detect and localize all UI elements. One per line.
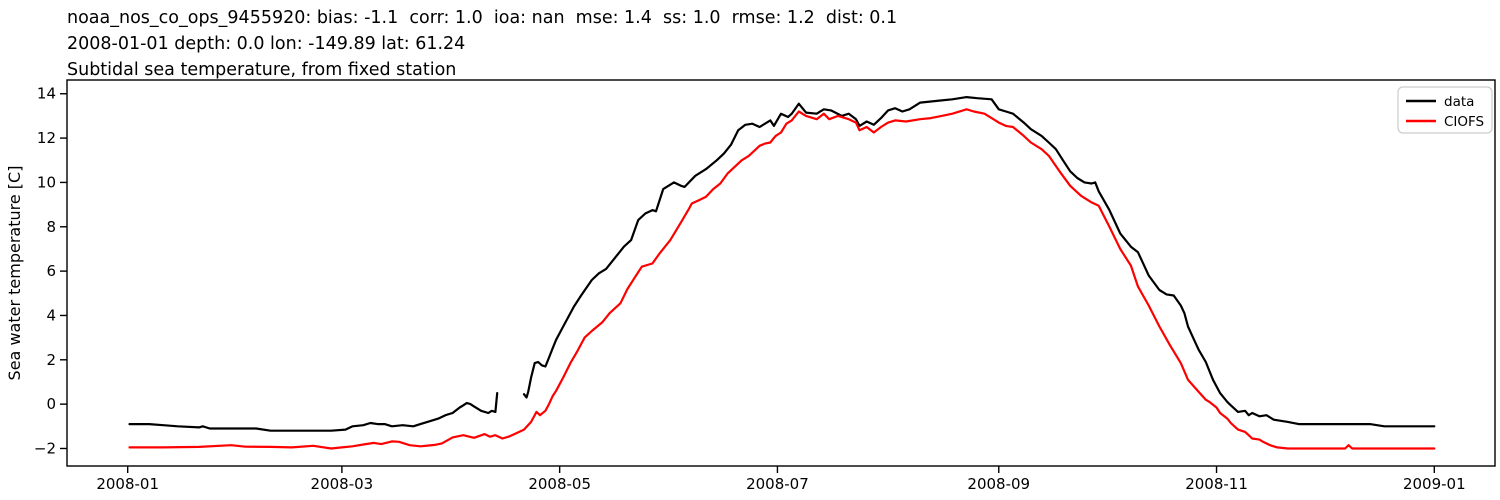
legend-label-ciofs: CIOFS (1444, 114, 1484, 130)
series-line-data (128, 392, 499, 432)
y-tick-label: 14 (37, 85, 56, 103)
x-tick-label: 2008-09 (967, 475, 1030, 493)
plot-border (66, 79, 1496, 467)
y-tick-label: 10 (37, 173, 56, 191)
x-tick-label: 2008-03 (311, 475, 374, 493)
x-tick-label: 2009-01 (1403, 475, 1466, 493)
x-tick-label: 2008-05 (528, 475, 591, 493)
chart-title-stats-line: noaa_nos_co_ops_9455920: bias: -1.1 corr… (67, 8, 897, 28)
legend-label-data: data (1444, 94, 1474, 110)
y-axis-label: Sea water temperature [C] (5, 166, 24, 381)
chart-title-description-line: Subtidal sea temperature, from fixed sta… (67, 60, 456, 80)
chart-title-meta-line: 2008-01-01 depth: 0.0 lon: -149.89 lat: … (67, 34, 465, 54)
x-tick-label: 2008-11 (1185, 475, 1248, 493)
plot-area: 2008-01 2008-03 2008-05 2008-07 2008-09 2008-… (34, 85, 1466, 493)
y-tick-label: 0 (46, 395, 56, 413)
y-tick-label: 6 (46, 262, 56, 280)
series-line-ciofs (128, 108, 1436, 450)
y-tick-label: 4 (46, 306, 56, 324)
y-tick-label: 8 (46, 218, 56, 236)
x-tick-label: 2008-07 (746, 475, 809, 493)
y-tick-label: 12 (37, 129, 56, 147)
y-tick-label: 2 (46, 351, 56, 369)
legend: data CIOFS (1397, 86, 1493, 134)
x-tick-label: 2008-01 (96, 475, 159, 493)
y-tick-label: −2 (34, 439, 56, 457)
series-line-data (522, 95, 1436, 428)
